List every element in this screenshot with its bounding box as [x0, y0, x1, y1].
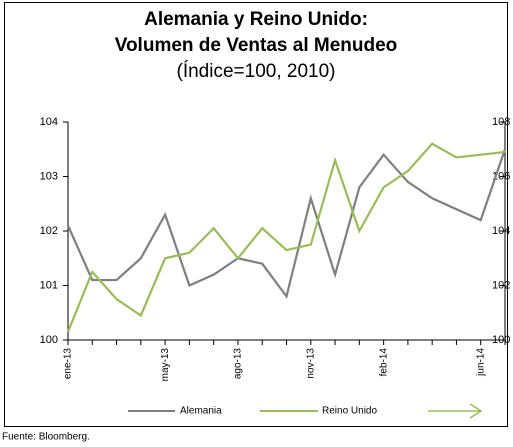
y-tick-label: 104	[40, 116, 58, 128]
x-tick-label: nov-13	[305, 348, 316, 379]
x-tick-label: jun-14	[475, 348, 486, 377]
y2-tick-label: 104	[492, 225, 510, 237]
y-tick-label: 100	[40, 334, 58, 346]
y-tick-label: 102	[40, 225, 58, 237]
legend-label: Reino Unido	[322, 406, 377, 417]
x-tick-label: may-13	[160, 348, 171, 382]
y2-tick-label: 102	[492, 279, 510, 291]
series-line	[66, 142, 506, 333]
chart-frame	[4, 2, 508, 427]
legend-label: Alemania	[180, 406, 222, 417]
chart-title: Volumen de Ventas al Menudeo	[115, 35, 398, 56]
legend-arrow	[428, 403, 483, 419]
x-tick-label: ene-13	[63, 348, 74, 380]
y2-tick-label: 100	[492, 334, 510, 346]
chart-title: Alemania y Reino Unido:	[144, 9, 368, 30]
y-tick-label: 101	[40, 279, 58, 291]
x-tick-label: ago-13	[233, 348, 244, 380]
series-line	[66, 148, 507, 299]
chart-subtitle: (Índice=100, 2010)	[177, 61, 336, 82]
source: Fuente: Bloomberg.	[2, 432, 90, 443]
y-tick-label: 103	[40, 170, 58, 182]
y2-tick-label: 108	[492, 116, 510, 128]
x-tick-label: feb-14	[378, 348, 389, 377]
